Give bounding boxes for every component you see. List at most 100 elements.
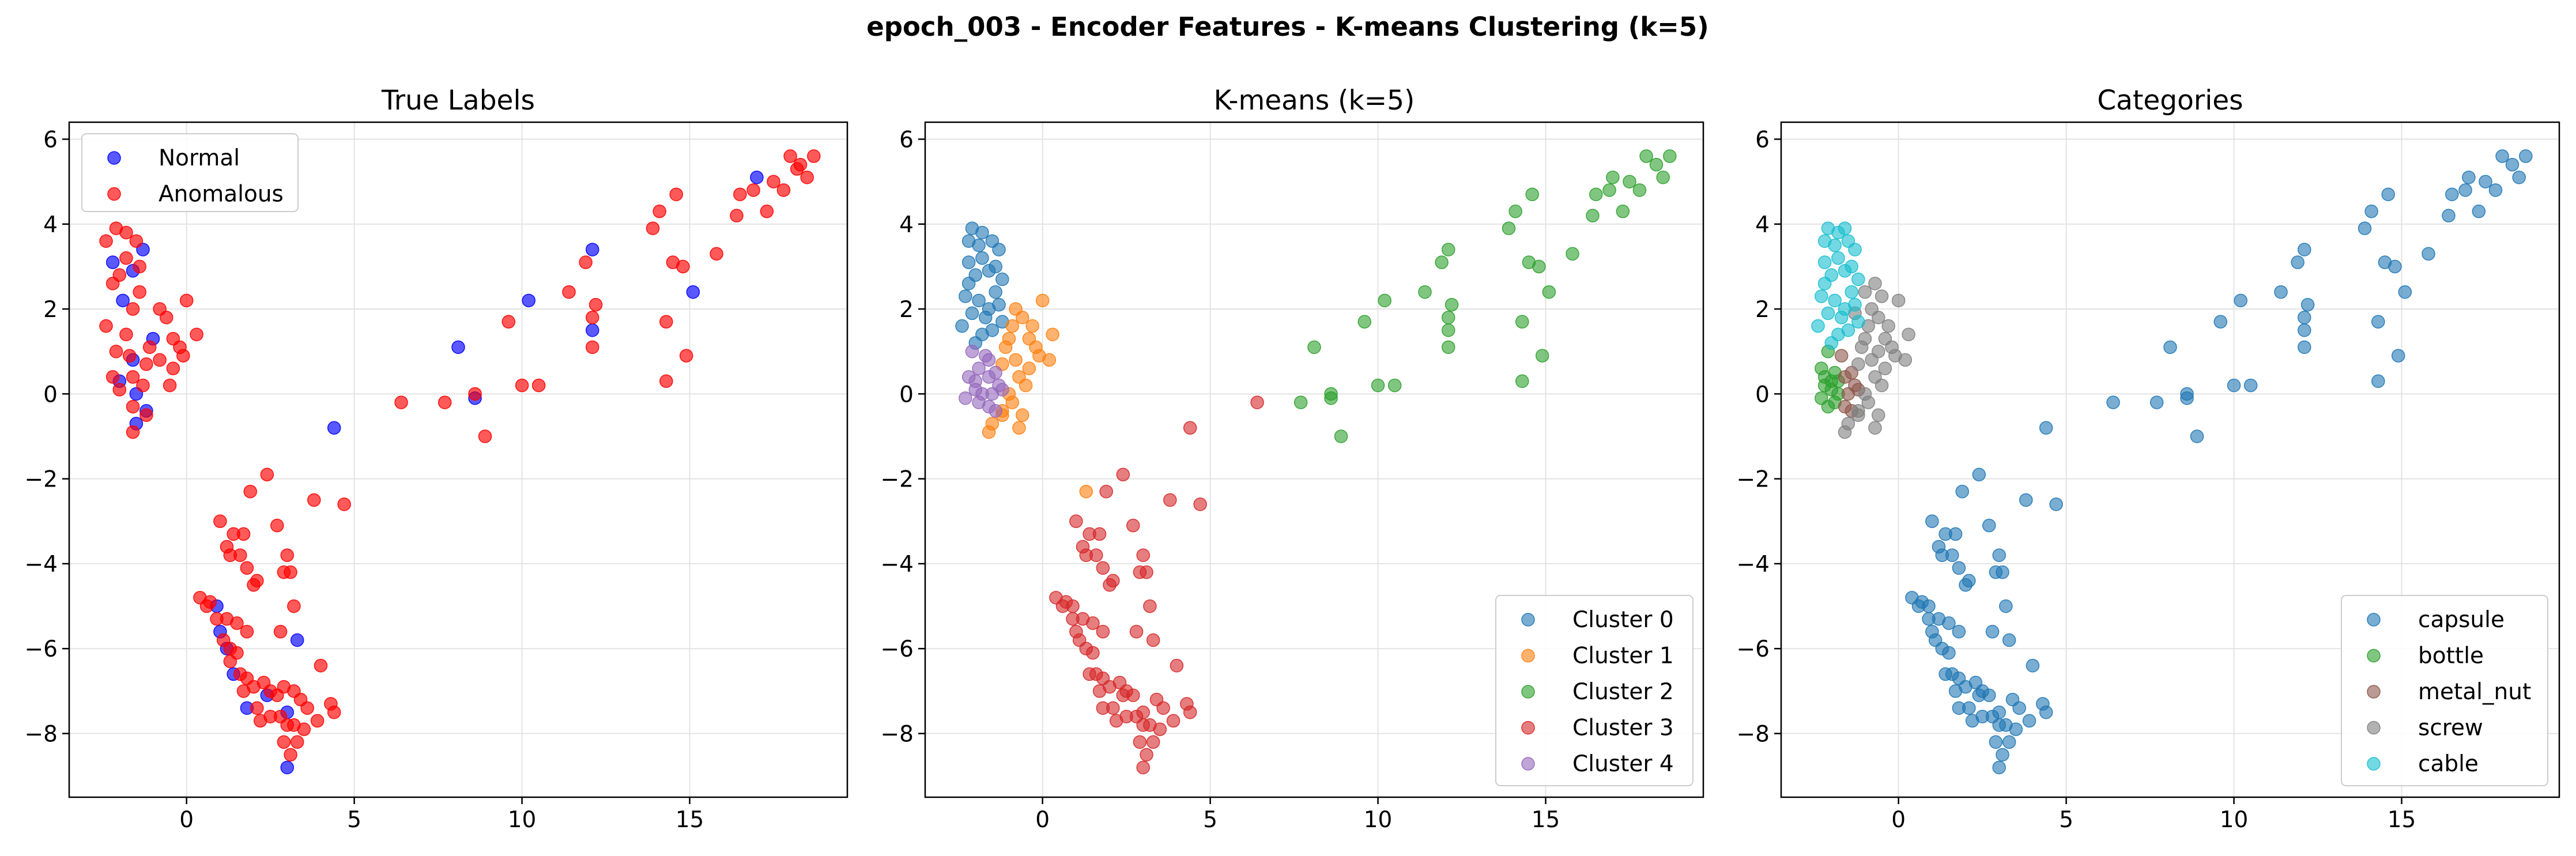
legend-marker xyxy=(1521,613,1535,627)
series-4 xyxy=(1838,277,1915,439)
y-tick-label: 6 xyxy=(1755,127,1770,153)
data-point xyxy=(2371,374,2385,389)
points-layer xyxy=(99,149,821,775)
data-point xyxy=(1952,561,1966,575)
data-point xyxy=(1992,760,2006,775)
data-point xyxy=(531,378,546,393)
data-point xyxy=(1952,701,1966,715)
data-point xyxy=(2049,497,2063,511)
data-point xyxy=(277,735,291,749)
data-point xyxy=(1925,625,1939,639)
data-point xyxy=(1046,327,1059,341)
data-point xyxy=(1099,484,1113,499)
legend-label: Cluster 0 xyxy=(1572,607,1674,633)
data-point xyxy=(1140,748,1153,762)
data-point xyxy=(730,209,744,223)
data-point xyxy=(451,340,465,355)
legend-label: capsule xyxy=(2418,607,2505,633)
data-point xyxy=(105,255,120,269)
y-tick-label: −4 xyxy=(881,552,914,578)
data-point xyxy=(112,268,127,282)
data-point xyxy=(1442,311,1455,325)
data-point xyxy=(1828,293,1842,308)
data-point xyxy=(2274,285,2288,299)
legend-marker xyxy=(2367,721,2381,735)
data-point xyxy=(1851,272,1865,286)
x-tick-label: 15 xyxy=(676,807,704,833)
data-point xyxy=(686,285,700,299)
data-point xyxy=(2442,209,2456,223)
data-point xyxy=(1865,302,1879,316)
data-point xyxy=(767,175,780,188)
data-point xyxy=(1116,467,1130,482)
y-tick-label: 4 xyxy=(899,212,914,238)
data-point xyxy=(260,467,274,482)
data-point xyxy=(2190,429,2204,443)
data-point xyxy=(2495,149,2509,163)
data-point xyxy=(1858,285,1872,299)
panel-2: 0 5 10 15 −8 −6 −4 −2 0 2 4 6 K-means (k=5) Cluster 0… xyxy=(881,85,1704,833)
data-point xyxy=(669,187,683,201)
data-point xyxy=(1962,574,1976,588)
y-tick-label: −4 xyxy=(25,552,58,578)
x-tick-label: 0 xyxy=(1035,807,1050,833)
data-point xyxy=(133,259,146,274)
data-point xyxy=(965,344,979,359)
data-point xyxy=(1542,285,1556,299)
y-tick-label: 0 xyxy=(43,382,58,408)
data-point xyxy=(2388,259,2402,274)
y-tick-label: 4 xyxy=(1755,212,1770,238)
legend-marker xyxy=(1521,685,1535,699)
legend-label: Anomalous xyxy=(159,182,284,208)
data-point xyxy=(1092,527,1107,541)
data-point xyxy=(679,349,693,363)
data-point xyxy=(2371,315,2385,329)
data-point xyxy=(1566,247,1579,261)
data-point xyxy=(1129,625,1144,639)
data-point xyxy=(394,395,408,409)
y-tick-label: −8 xyxy=(1737,722,1770,748)
data-point xyxy=(1982,518,1996,533)
data-point xyxy=(284,748,297,762)
data-point xyxy=(1096,701,1110,715)
data-point xyxy=(1851,357,1865,371)
data-point xyxy=(2462,170,2476,184)
data-point xyxy=(776,183,791,197)
figure-title: epoch_003 - Encoder Features - K-means C… xyxy=(866,12,1708,42)
legend-marker xyxy=(2367,757,2381,771)
data-point xyxy=(1180,697,1194,711)
data-point xyxy=(1140,565,1153,579)
data-point xyxy=(1948,527,1963,541)
data-point xyxy=(1096,561,1110,575)
data-point xyxy=(2036,697,2050,711)
data-point xyxy=(1858,331,1872,346)
data-point xyxy=(1848,297,1862,312)
data-point xyxy=(515,378,529,393)
data-point xyxy=(1143,599,1157,613)
data-point xyxy=(2422,247,2435,261)
data-point xyxy=(280,760,294,775)
x-tick-label: 5 xyxy=(347,807,361,833)
data-point xyxy=(646,221,660,235)
panel-title: K-means (k=5) xyxy=(1214,85,1415,116)
series-1 xyxy=(1905,149,2533,775)
legend-marker xyxy=(2367,685,2381,699)
y-tick-label: −6 xyxy=(1737,636,1770,662)
legend-marker xyxy=(107,187,121,201)
data-point xyxy=(2106,395,2120,409)
data-point xyxy=(139,357,153,371)
data-point xyxy=(240,561,254,575)
data-point xyxy=(1193,497,1207,511)
data-point xyxy=(992,297,1006,312)
data-point xyxy=(955,319,969,333)
data-point xyxy=(1868,277,1882,291)
legend-marker xyxy=(2367,648,2381,663)
data-point xyxy=(972,238,986,252)
data-point xyxy=(2505,157,2520,172)
series-1 xyxy=(955,221,1009,350)
data-point xyxy=(965,306,979,320)
panel-title: Categories xyxy=(2097,85,2243,116)
panel-title: True Labels xyxy=(381,85,535,116)
data-point xyxy=(1996,748,2009,762)
